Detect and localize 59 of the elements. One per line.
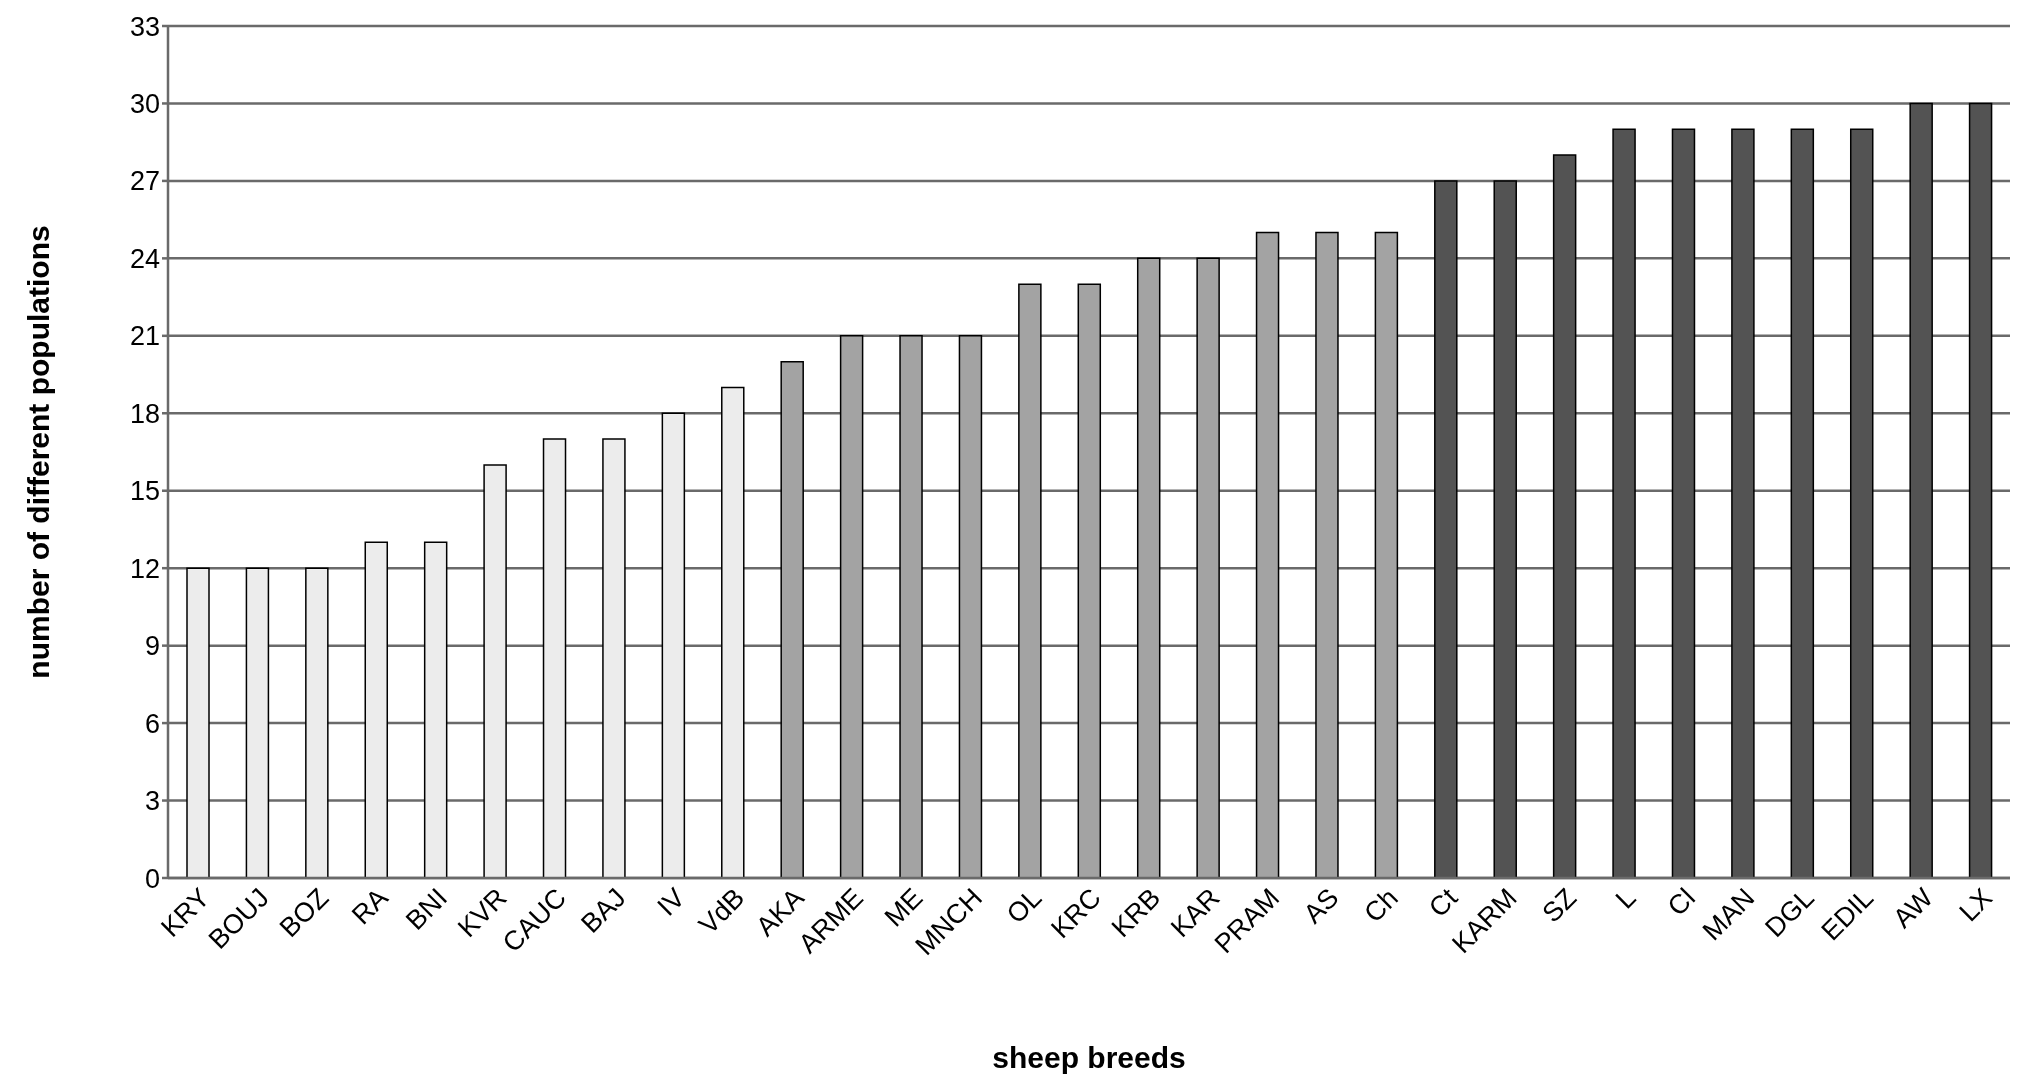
y-tick-label: 27 — [129, 166, 160, 197]
x-tick-label: L — [1609, 882, 1642, 915]
bar — [1196, 257, 1220, 878]
x-tick-label: SZ — [1536, 882, 1583, 929]
bar — [245, 567, 270, 878]
bar — [423, 541, 448, 878]
bar — [958, 335, 983, 878]
y-tick-label: 6 — [144, 708, 160, 739]
bar — [305, 567, 329, 878]
bar — [364, 541, 389, 878]
bar — [1493, 180, 1517, 878]
bar — [542, 438, 567, 878]
x-tick-label: RA — [346, 882, 394, 931]
bar — [1077, 283, 1102, 878]
bar — [1552, 154, 1577, 878]
bar — [1790, 128, 1815, 878]
bar — [1731, 128, 1755, 878]
bar — [1136, 257, 1161, 878]
x-tick-label: AW — [1887, 882, 1940, 934]
bar — [1374, 231, 1399, 878]
x-tick-label: IV — [651, 882, 691, 922]
x-tick-label: Cl — [1661, 882, 1701, 922]
bar — [839, 335, 864, 878]
x-tick-label: DGL — [1759, 882, 1820, 944]
y-tick-label: 9 — [144, 631, 160, 662]
bar — [721, 386, 745, 878]
x-axis-title: sheep breeds — [992, 1041, 1186, 1074]
y-axis-title: number of different populations — [21, 225, 55, 679]
y-tick-label: 0 — [144, 863, 160, 894]
x-tick-label: AS — [1297, 882, 1345, 930]
x-tick-label: Ch — [1358, 882, 1404, 929]
bar — [1671, 128, 1696, 878]
x-tick-label: LX — [1953, 882, 1999, 928]
y-tick-label: 33 — [129, 11, 160, 42]
y-tick-label: 18 — [129, 398, 160, 429]
bar — [1018, 283, 1042, 878]
bar — [661, 412, 686, 878]
bar — [899, 335, 923, 878]
x-tick-label: BNI — [400, 882, 454, 936]
y-tick-label: 21 — [129, 321, 160, 352]
bar — [1255, 231, 1280, 878]
bar — [1434, 180, 1458, 878]
y-tick-label: 30 — [129, 89, 160, 120]
bar — [1315, 231, 1339, 878]
bar — [1849, 128, 1874, 878]
bar — [483, 464, 507, 878]
bar — [780, 360, 804, 878]
bar — [1909, 102, 1933, 878]
bar — [186, 567, 210, 878]
x-tick-label: OL — [1000, 882, 1048, 930]
y-tick-label: 24 — [129, 243, 160, 274]
x-tick-label: BAJ — [575, 882, 632, 939]
bar — [1968, 102, 1993, 878]
x-tick-label: VdB — [692, 882, 751, 940]
y-tick-label: 3 — [144, 786, 160, 817]
bar — [1612, 128, 1636, 878]
y-tick-label: 15 — [129, 476, 160, 507]
bar — [602, 438, 626, 878]
y-tick-label: 12 — [129, 553, 160, 584]
